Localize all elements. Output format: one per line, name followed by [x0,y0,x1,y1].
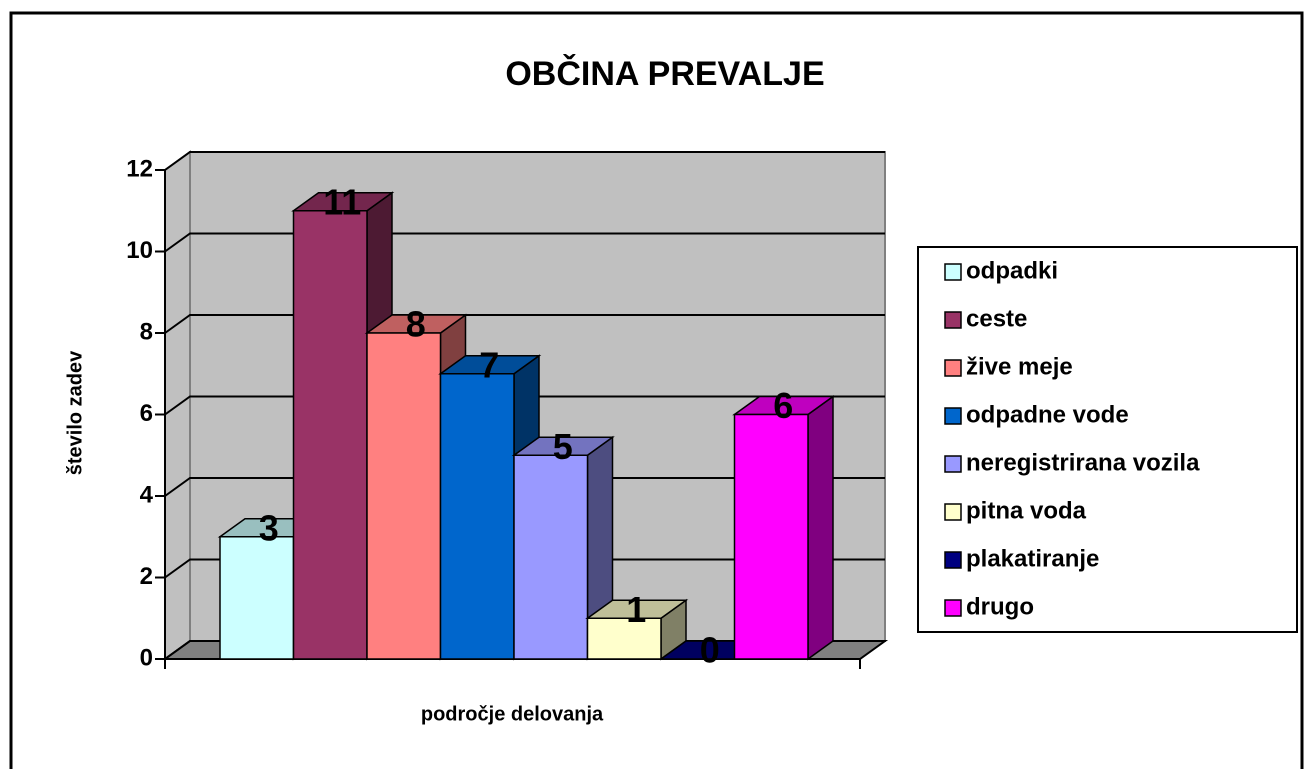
bar [219,536,295,660]
legend-swatch [944,311,962,329]
data-label: 0 [700,630,720,671]
y-axis-title: število zadev [64,350,86,475]
data-label: 8 [406,304,426,345]
bar [439,373,515,660]
legend-box [917,246,1298,633]
y-tick-label: 4 [140,481,154,508]
data-label: 5 [553,426,573,467]
legend-label: neregistrirana vozila [966,449,1200,476]
bar [292,210,368,660]
data-label: 3 [259,507,279,548]
legend-swatch [944,551,962,569]
grid-line [164,232,885,253]
grid-line [164,151,885,171]
y-tick-label: 2 [140,563,153,590]
frame [9,11,1304,769]
legend-swatch [944,263,962,281]
y-tick-label: 8 [140,318,153,345]
legend-swatch [944,359,962,377]
grid-line [164,314,885,334]
legend-swatch [944,407,962,425]
y-tick-label: 0 [140,644,153,671]
legend-swatch [944,455,962,473]
bar-side [807,395,834,661]
legend-label: pitna voda [966,497,1087,524]
legend-label: ceste [966,305,1027,332]
legend-swatch [944,503,962,521]
data-label: 7 [479,344,499,385]
grid-line [164,477,885,497]
bar [733,413,809,660]
data-label: 1 [626,589,646,630]
legend-label: odpadki [966,257,1058,284]
x-axis-title: področje delovanja [421,703,604,725]
bar [366,332,442,660]
legend-swatch [944,599,962,617]
bar [586,617,662,660]
legend-label: odpadne vode [966,401,1129,428]
legend-label: drugo [966,593,1034,620]
grid-line [164,395,885,416]
bar [513,454,589,660]
legend-label: žive meje [966,353,1073,380]
grid-line [164,558,885,579]
data-label: 6 [773,385,793,426]
chart-title: OBČINA PREVALJE [505,54,824,93]
y-tick-label: 6 [140,400,153,427]
data-label: 11 [323,181,361,222]
y-tick-label: 12 [126,155,153,182]
legend-label: plakatiranje [966,545,1099,572]
y-tick-label: 10 [126,237,153,264]
